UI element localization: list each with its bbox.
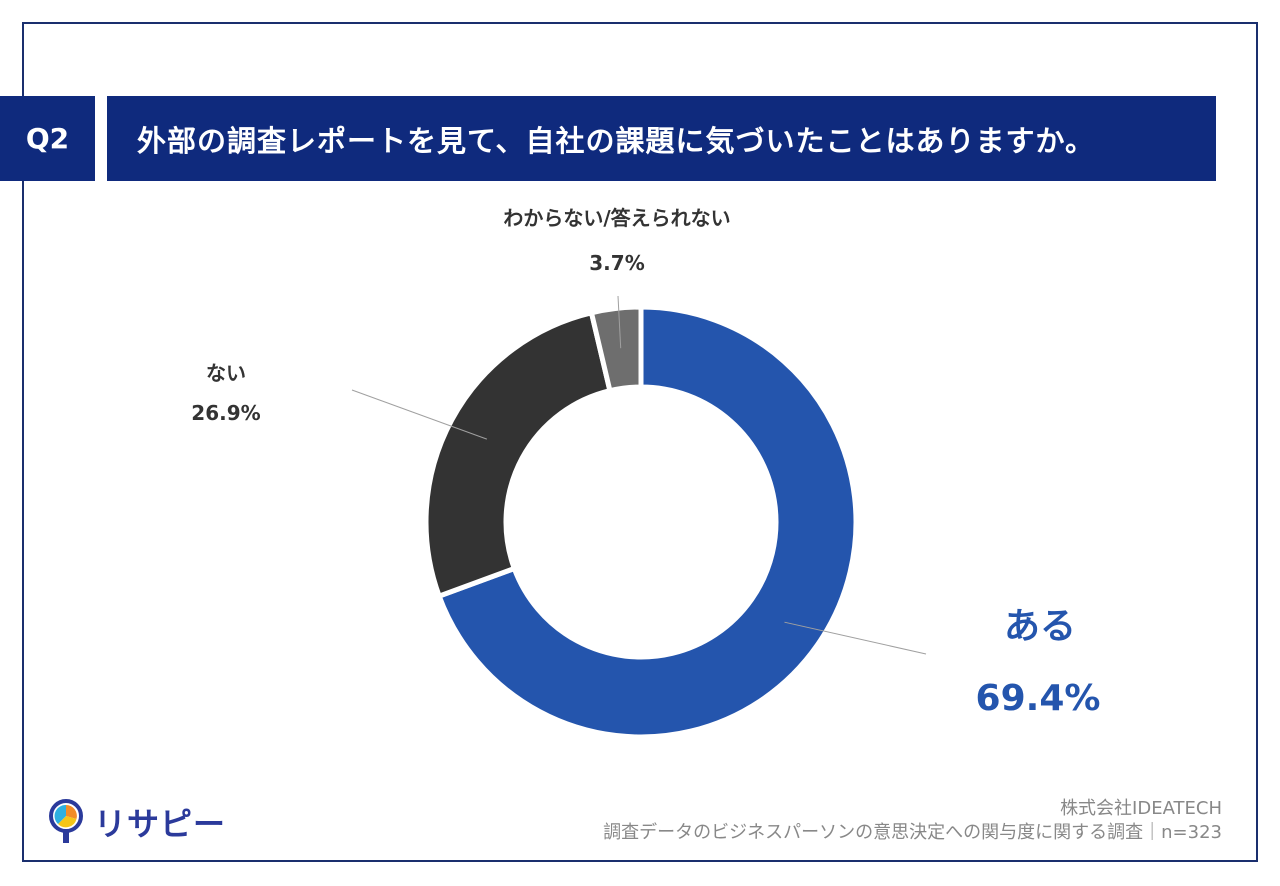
donut-slice-0 xyxy=(435,304,859,740)
slice-value-aru: 69.4% xyxy=(976,678,1101,719)
chart-frame xyxy=(22,22,1258,862)
magnifier-pie-icon xyxy=(49,799,83,843)
logo-text: リサピー xyxy=(94,805,227,843)
leader-line-1 xyxy=(351,389,488,440)
question-title: 外部の調査レポートを見て、自社の課題に気づいたことはありますか。 xyxy=(107,96,1216,181)
brand-logo: リサピー xyxy=(46,798,226,846)
slice-value-nai: 26.9% xyxy=(191,401,260,425)
donut-slice-1 xyxy=(423,309,613,600)
slice-label-unknown: わからない/答えられない xyxy=(503,206,730,230)
slice-value-unknown: 3.7% xyxy=(589,251,644,275)
slice-label-nai: ない xyxy=(206,361,246,385)
footer-survey: 調査データのビジネスパーソンの意思決定への関与度に関する調査｜n=323 xyxy=(603,822,1222,843)
leader-line-2 xyxy=(617,295,622,349)
slices-group xyxy=(423,304,859,740)
donut-slice-2 xyxy=(588,304,644,394)
footer-company: 株式会社IDEATECH xyxy=(1060,798,1222,819)
leader-line-0 xyxy=(784,621,927,655)
slice-label-aru: ある xyxy=(1004,606,1076,647)
leader-lines xyxy=(351,295,927,655)
question-badge: Q2 xyxy=(0,96,95,181)
